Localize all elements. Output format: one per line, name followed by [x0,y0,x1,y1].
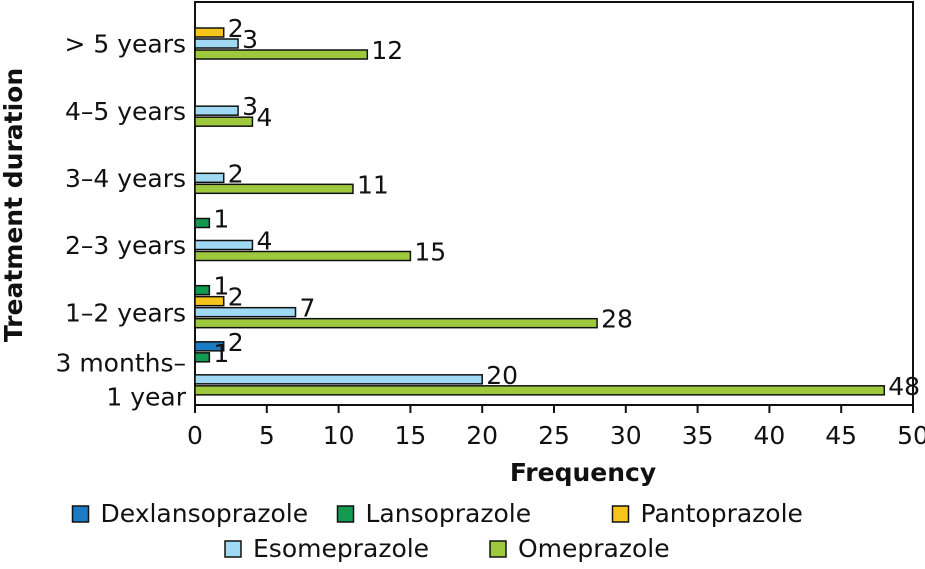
bar [194,105,239,116]
legend-swatch [336,505,355,523]
value-label: 20 [486,361,518,390]
x-tick-label: 20 [466,421,498,450]
legend-swatch [224,540,242,558]
y-tick-label: 3 months– 1 year [55,348,186,411]
x-tick-label: 35 [682,421,714,450]
legend-swatch [611,505,630,523]
x-tick-label: 15 [394,421,426,450]
bar [194,239,254,251]
value-label: 2 [228,328,244,357]
value-label: 28 [601,305,633,334]
bar [194,317,598,329]
value-label: 1 [213,272,229,301]
bar [194,27,225,38]
y-tick-label: 2–3 years [65,231,186,260]
value-label: 4 [256,103,272,132]
bar [194,38,239,49]
bar [194,183,354,195]
bar [194,306,297,318]
y-tick-label: > 5 years [64,30,186,59]
legend-label: Pantoprazole [641,499,803,528]
x-tick-label: 45 [825,421,857,450]
value-label: 1 [213,339,229,368]
value-label: 12 [371,36,403,65]
y-axis-label: Treatment duration [0,68,28,342]
value-label: 4 [256,227,272,256]
x-tick-label: 50 [897,421,925,450]
legend-swatch [71,505,90,523]
legend-swatch [489,540,507,558]
bar [194,217,211,229]
bar [194,250,412,262]
value-label: 7 [300,294,316,323]
value-label: 48 [888,372,920,401]
legend-label: Lansoprazole [366,499,532,528]
value-label: 2 [228,159,244,188]
legend-label: Dexlansoprazole [101,499,309,528]
x-tick-label: 10 [323,421,355,450]
legend-label: Omeprazole [518,534,670,563]
value-label: 15 [414,238,446,267]
value-label: 2 [228,14,244,43]
x-tick-label: 40 [753,421,785,450]
y-tick-label: 3–4 years [65,164,186,193]
bar [194,352,211,363]
bar [194,295,225,307]
plot-frame [194,1,914,406]
legend-label: Esomeprazole [253,534,429,563]
value-label: 2 [228,283,244,312]
x-tick-label: 25 [538,421,570,450]
bar [194,284,211,296]
bar [194,374,483,385]
y-tick-label: 1–2 years [65,298,186,327]
x-tick-label: 5 [259,421,275,450]
x-tick-label: 0 [187,421,203,450]
bar [194,172,225,184]
bar [194,385,886,396]
bar [194,116,254,127]
value-label: 3 [242,92,258,121]
bar [194,49,369,60]
y-tick-label: 4–5 years [65,97,186,126]
bar [194,341,225,352]
value-label: 3 [242,25,258,54]
value-label: 1 [213,205,229,234]
x-tick-label: 30 [610,421,642,450]
x-axis-label: Frequency [510,458,656,487]
value-label: 11 [357,170,389,199]
